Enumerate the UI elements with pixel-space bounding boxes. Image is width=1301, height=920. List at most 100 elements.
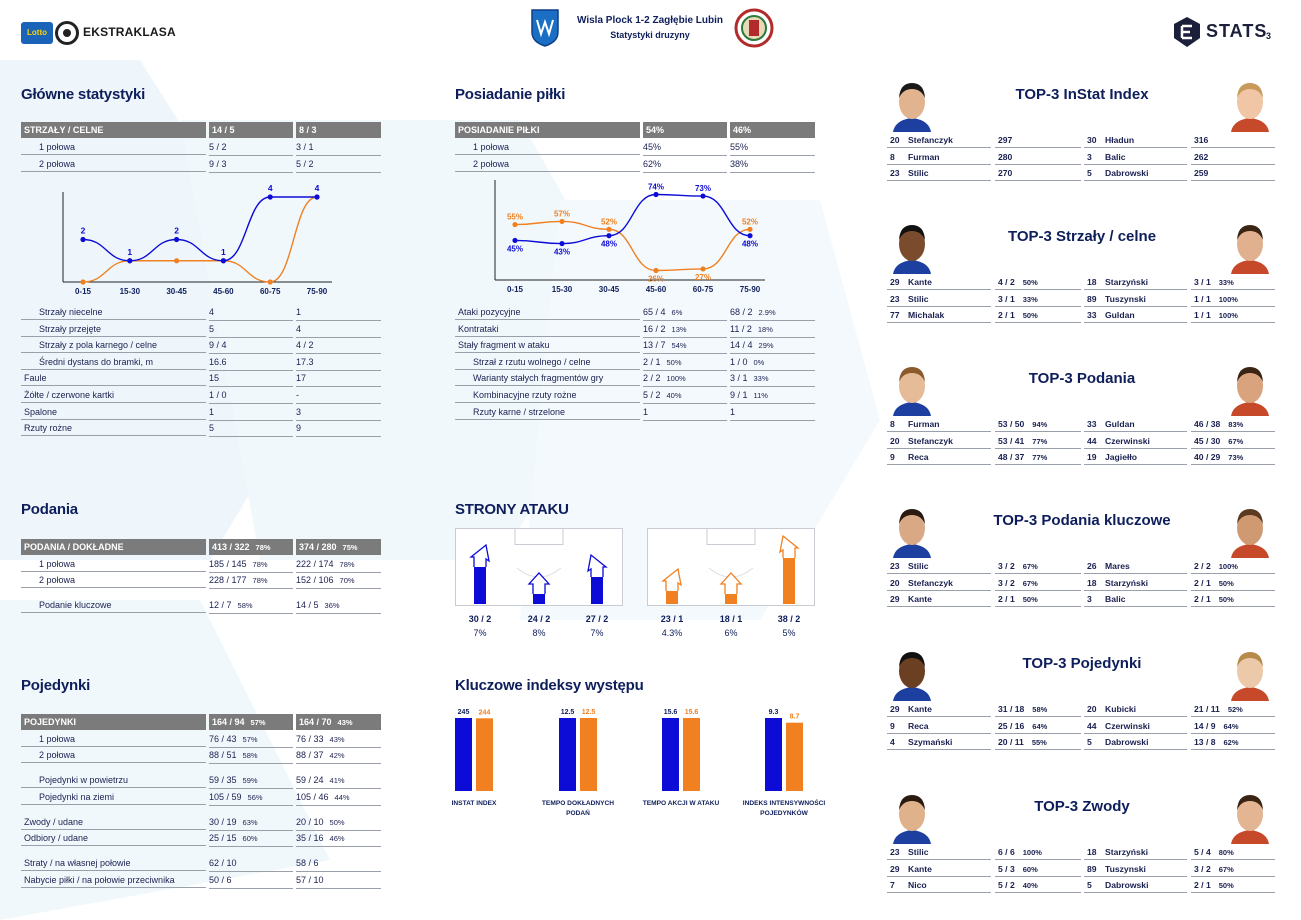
top3-cell: 20 Stefanczyk [887,433,991,449]
top3-row: 23 Stilic 3 / 1 33% 89 Tuszynski 1 / 1 100% [887,291,1275,307]
row-home-value: 2 / 2 100% [643,370,727,388]
data-point [174,236,180,243]
direction-arrow-icon [469,543,490,567]
top3-row: 20 Stefanczyk 3 / 2 67% 18 Starzyński 2 / 1 50% [887,575,1275,591]
table-row: Kombinacyjne rzuty rożne 5 / 2 40% 9 / 1 11% [455,387,815,404]
top3-cell: 33 Guldan [1084,307,1187,324]
player-number: 5 [1087,880,1092,891]
table-row: Faule 15 17 [21,370,381,388]
direction-arrow-icon [719,572,743,594]
table-row: Rzuty rożne 5 9 [21,420,381,438]
row-label: Stały fragment w ataku [455,337,640,354]
header-away: 164 / 70 43% [296,714,381,730]
row-home-value: 1 [209,404,293,421]
player-hair [1237,367,1263,382]
player-shirt [893,687,931,701]
row-home-value: 62% [643,156,727,173]
player-name: Szymański [908,737,953,748]
player-hair [1237,509,1263,524]
top3-row: 29 Kante 2 / 1 50% 3 Balic 2 / 1 50% [887,591,1275,608]
passes-title: Podania [21,501,78,518]
player-value: 2 / 2 [1194,561,1211,571]
bar-label-away: 8.7 [790,714,800,721]
data-point [606,233,612,239]
data-point [606,226,612,232]
row-home-value: 62 / 10 [209,855,293,872]
away-percent: 36% [324,601,340,610]
away-percent: 42% [329,751,345,760]
top3-title: TOP-3 InStat Index [1015,86,1149,103]
home-crest-icon [531,9,559,47]
x-tick-label: 30-45 [599,285,620,294]
top3-cell: 14 / 9 64% [1191,718,1275,734]
data-point [700,266,706,272]
player-name: Jagiełło [1105,452,1137,463]
player-shirt [1231,544,1269,558]
row-label: Kontrataki [455,321,640,337]
player-number: 23 [890,847,900,857]
table-row: Strzały z pola karnego / celne 9 / 4 4 / 2 [21,337,381,355]
away-value: 105 / 46 [296,792,329,802]
row-away-value: 4 [296,321,381,338]
shots-line-chart: 0-15 15-30 30-45 45-60 60-75 75-90 2 1 2 1 4 4 [62,183,332,296]
table-row: Ataki pozycyjne 65 / 4 6% 68 / 2 2.9% [455,304,815,321]
top3-cell: 3 / 1 33% [1191,274,1275,290]
player-name: Kante [908,863,932,874]
player-number: 4 [890,737,895,748]
header-away-value: 374 / 280 [299,542,337,552]
top3-cell: 30 Hładun [1084,132,1187,148]
player-value: 48 / 37 [998,452,1025,463]
away-value: - [296,390,299,400]
top3-cell: 23 Stilic [887,291,991,307]
top3-cell: 3 Balic [1084,149,1187,165]
player-name: Furman [908,151,940,162]
player-percent: 64% [1223,721,1239,731]
player-hair [899,509,925,524]
top3-row: 29 Kante 31 / 18 58% 20 Kubicki 21 / 11 52% [887,701,1275,717]
table-row: Kontrataki 16 / 2 13% 11 / 2 18% [455,321,815,338]
top3-cell: 40 / 29 73% [1191,449,1275,466]
row-home-value: 9 / 3 [209,156,293,173]
player-face [899,654,925,688]
player-percent: 50% [1218,578,1234,588]
top3-cell: 20 / 11 55% [995,734,1081,751]
data-point [747,226,753,232]
top3-cell: 33 Guldan [1084,416,1187,432]
row-label: Średni dystans do bramki, m [21,354,206,370]
home-percent: 59% [242,776,258,785]
row-home-value: 88 / 51 58% [209,747,293,764]
attack-sides-panel: 30 / 2 7% 24 / 2 8% 27 / 2 7% 23 / 1 4.3% 18 / 1… [455,528,817,643]
goal-box [706,528,756,545]
top3-row: 8 Furman 280 3 Balic 262 [887,149,1275,165]
data-point [267,279,273,285]
player-number: 18 [1087,847,1097,857]
match-subtitle: Statystyki druzyny [610,30,690,40]
table-header-row: STRZAŁY / CELNE 14 / 5 8 / 3 [21,122,381,138]
top3-title: TOP-3 Pojedynki [1022,655,1142,672]
attack-bar [533,594,545,604]
row-home-value: 12 / 7 58% [209,597,293,614]
top3-cell: 5 / 3 60% [995,861,1081,877]
player-number: 44 [1087,435,1097,446]
row-label: Podanie kluczowe [21,597,206,613]
x-tick-label: 15-30 [120,287,141,296]
top3-cell: 29 Kante [887,274,991,290]
header-away-value: 164 / 70 [299,717,332,727]
x-tick-label: 75-90 [740,285,761,294]
player-value: 270 [998,168,1013,179]
home-value: 5 [209,323,215,334]
player-number: 8 [890,419,895,429]
possession-line-chart: 0-15 15-30 30-45 45-60 60-75 75-90 45% 55% 43% 57… [494,180,765,294]
top3-cell: 20 Stefanczyk [887,132,991,148]
player-face [1237,85,1263,119]
row-label: Spalone [21,404,206,420]
pitch-home [455,528,623,606]
away-percent: 41% [329,776,345,785]
player-number: 89 [1087,293,1097,304]
header-away: 46% [730,122,815,138]
row-away-value: 1 [296,304,381,321]
home-value: 76 / 43 [209,734,237,744]
top3-cell: 53 / 41 77% [995,433,1081,449]
attack-side-value: 30 / 2 [468,614,492,624]
